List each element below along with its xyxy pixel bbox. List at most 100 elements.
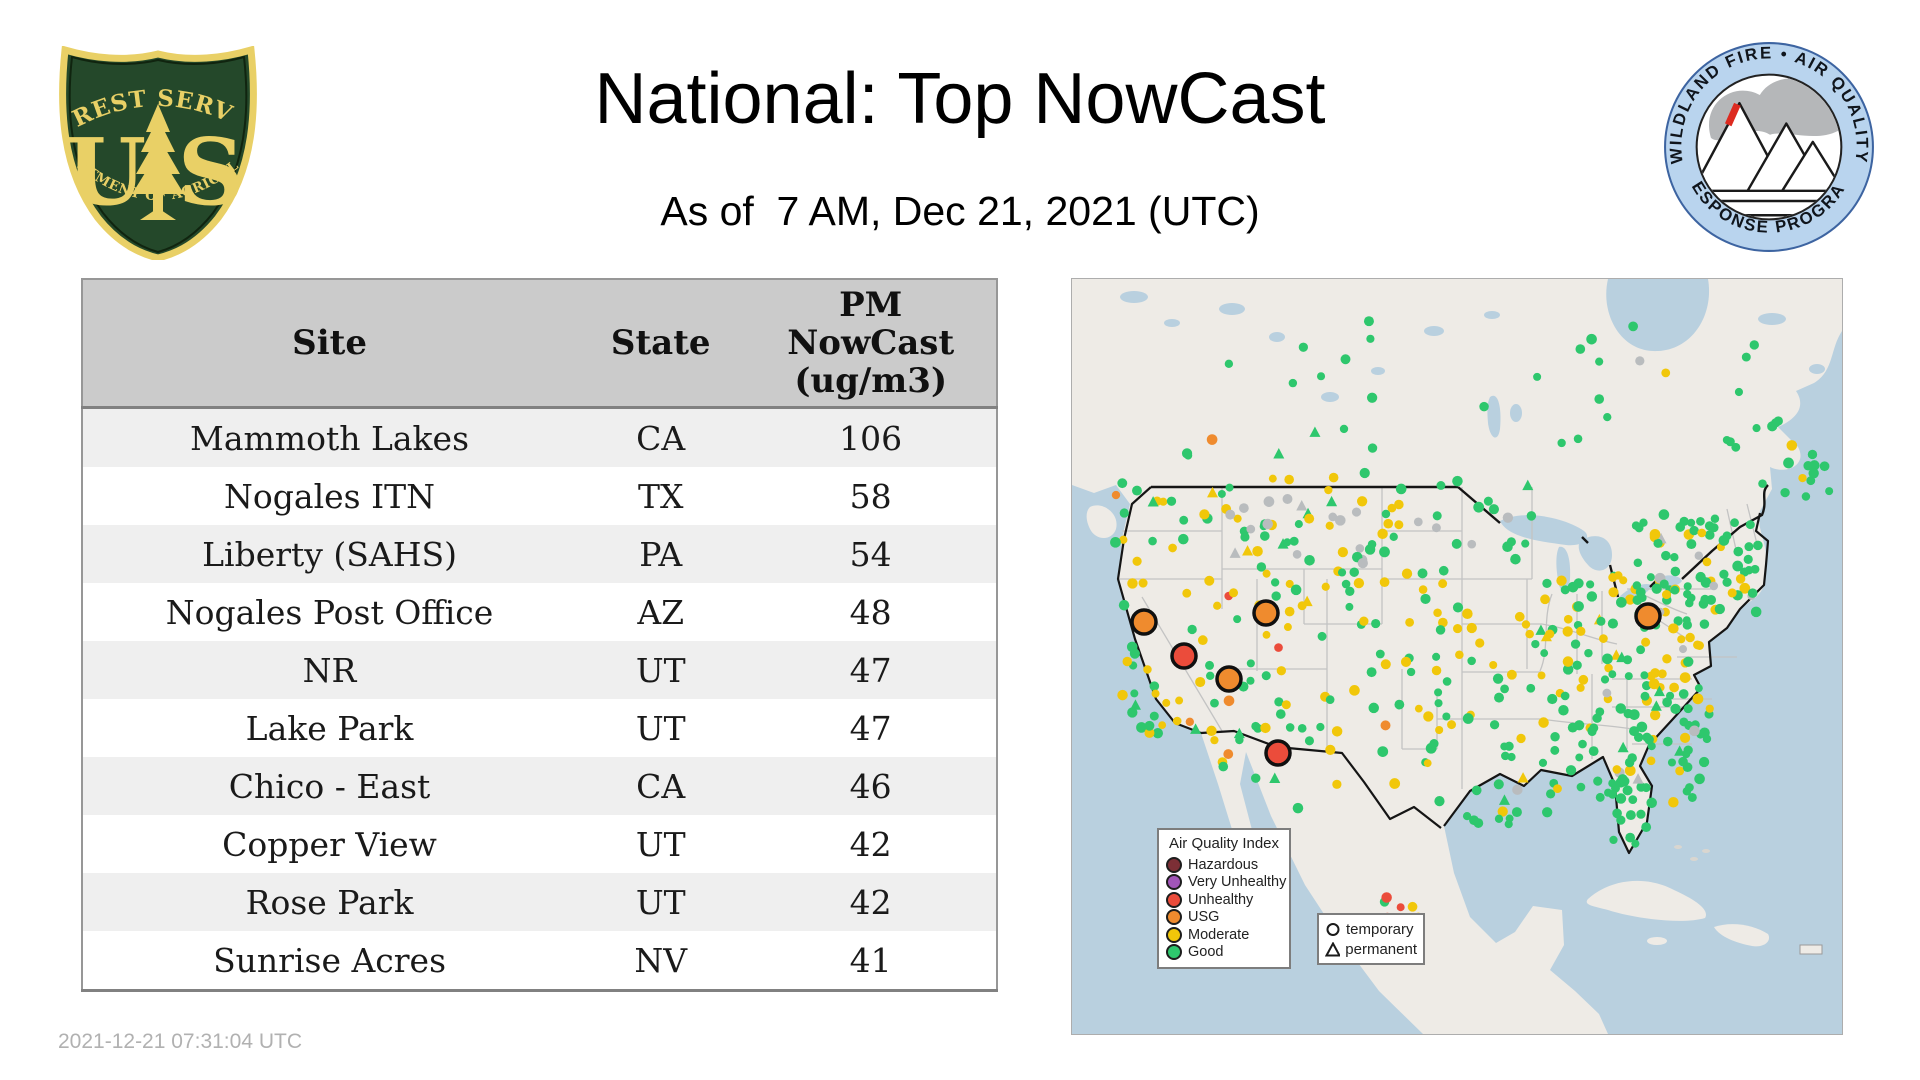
monitor-dot [1417,568,1428,579]
monitor-dot [1206,725,1217,737]
monitor-dot [1233,727,1245,739]
monitor-dot [1304,736,1314,746]
monitor-dot [1538,717,1549,728]
monitor-dot [1168,543,1177,553]
monitor-dot [1516,733,1526,744]
monitor-dot [1526,511,1537,521]
monitor-dot [1149,711,1159,721]
table-row: Lake Park UT 47 [82,699,997,757]
monitor-dot [1572,660,1582,670]
monitor-dot [1185,717,1195,726]
monitor-dot [1641,822,1652,833]
usfs-u-letter: U [66,118,146,226]
monitor-dot [1206,434,1218,445]
monitor-dot [1651,583,1662,594]
monitor-dot [1294,520,1303,529]
monitor-dot [1663,736,1673,747]
monitor-dot [1604,663,1613,673]
monitor-dot [1562,626,1573,637]
pm-value-cell: 47 [745,699,997,757]
monitor-dot [1550,745,1560,755]
circle-shape-icon [1326,922,1340,936]
site-cell: Nogales ITN [82,467,577,525]
monitor-dot [1407,901,1418,912]
usfs-shield-icon: FOREST SERVICE U S DEPARTMENT OF AGRICUL… [47,25,257,262]
monitor-dot [1641,783,1651,793]
monitor-dots [1110,316,1834,922]
monitor-dot [1640,671,1649,680]
monitor-dot [1752,424,1761,433]
monitor-dot [1493,779,1504,790]
monitor-dot [1587,726,1596,735]
monitor-dot [1558,705,1569,716]
monitor-dot [1609,835,1618,845]
monitor-dot [1578,739,1587,749]
monitor-dot [1679,672,1691,683]
monitor-dot [1473,818,1484,828]
monitor-dot [1636,645,1646,655]
marker-legend-item: temporary [1325,919,1417,939]
monitor-dot [1608,587,1619,598]
monitor-dot [1542,807,1553,818]
monitor-dot [1562,664,1574,675]
monitor-dot [1136,722,1147,733]
monitor-dot [1586,591,1598,602]
monitor-dot [1366,667,1377,678]
monitor-dot [1172,716,1182,726]
monitor-dot [1119,535,1128,544]
monitor-dot [1283,623,1292,631]
monitor-dot [1447,720,1457,730]
pm-value-cell: 42 [745,873,997,931]
green-dot-icon [1166,944,1182,961]
aqi-legend-item: Very Unhealthy [1166,874,1286,892]
top-site-marker [1252,599,1280,627]
table-row: NR UT 47 [82,641,997,699]
monitor-dot [1325,695,1335,704]
monitor-dot [1588,746,1599,756]
monitor-dot [1488,504,1499,515]
generation-timestamp: 2021-12-21 07:31:04 UTC [58,1030,302,1053]
monitor-dot [1494,692,1505,703]
top-site-marker [1264,739,1292,767]
monitor-dot [1274,697,1284,707]
monitor-dot [1178,533,1189,545]
monitor-dot [1432,652,1441,661]
monitor-dot [1455,650,1464,660]
monitor-dot [1702,734,1712,744]
monitor-dot [1576,626,1586,636]
table-row: Rose Park UT 42 [82,873,997,931]
monitor-dot [1576,782,1586,792]
monitor-dot [1705,704,1714,713]
monitor-dot [1289,536,1299,546]
table-header-row: Site State PM NowCast (ug/m3) [82,279,997,409]
monitor-dot [1435,725,1444,735]
monitor-dot [1414,704,1423,713]
monitor-dot [1632,773,1644,784]
monitor-dot [1531,639,1540,649]
state-cell: UT [576,641,746,699]
monitor-dot [1504,820,1513,829]
monitor-dot [1389,778,1401,789]
monitor-dot [1718,535,1730,546]
monitor-dot [1678,645,1688,654]
monitor-dot [1602,688,1612,698]
monitor-dot [1379,546,1390,558]
monitor-dot [1181,448,1193,459]
monitor-dot [1377,746,1389,757]
monitor-dot [1332,779,1342,789]
monitor-dot [1127,707,1138,718]
monitor-dot [1780,487,1790,498]
monitor-dot [1668,623,1679,634]
monitor-dot [1467,656,1476,666]
monitor-dot [1657,669,1667,679]
red-dot-icon [1166,891,1182,908]
maroon-dot-icon [1166,856,1182,873]
wfaqrp-logo: WILDLAND FIRE • AIR QUALITY RESPONSE PRO… [1654,25,1876,254]
monitor-dot [1276,666,1286,676]
monitor-dot [1270,578,1280,587]
monitor-dot [1434,796,1445,807]
monitor-dot [1431,523,1441,533]
monitor-dot [1670,566,1681,577]
monitor-dot [1283,538,1292,547]
aqi-legend: Air Quality Index Hazardous Very Unhealth… [1157,828,1291,969]
